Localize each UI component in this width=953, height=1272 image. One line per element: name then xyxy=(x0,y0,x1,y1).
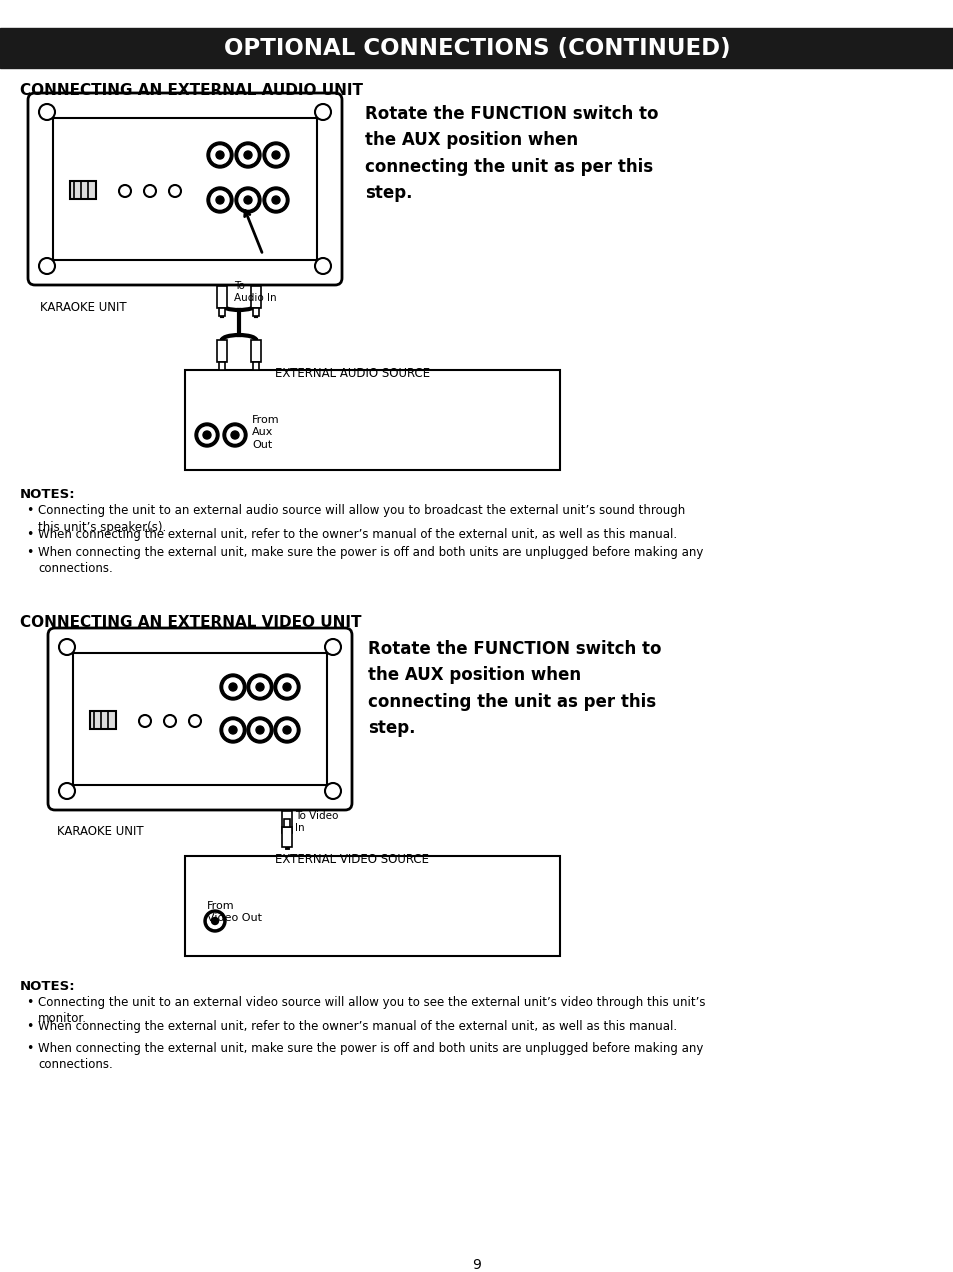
Circle shape xyxy=(234,142,261,168)
Bar xyxy=(253,363,258,370)
Circle shape xyxy=(207,142,233,168)
Text: •: • xyxy=(26,1020,33,1033)
Text: 9: 9 xyxy=(472,1258,481,1272)
Bar xyxy=(251,340,261,363)
Text: EXTERNAL VIDEO SOURCE: EXTERNAL VIDEO SOURCE xyxy=(274,854,429,866)
Circle shape xyxy=(251,678,269,696)
Text: Rotate the FUNCTION switch to
the AUX position when
connecting the unit as per t: Rotate the FUNCTION switch to the AUX po… xyxy=(368,640,660,738)
Circle shape xyxy=(272,196,280,204)
Circle shape xyxy=(203,431,211,439)
Circle shape xyxy=(274,674,299,700)
Text: •: • xyxy=(26,996,33,1009)
Circle shape xyxy=(234,187,261,212)
Text: To
Audio In: To Audio In xyxy=(233,281,276,303)
Bar xyxy=(219,308,225,315)
Text: When connecting the external unit, make sure the power is off and both units are: When connecting the external unit, make … xyxy=(38,546,702,575)
Text: •: • xyxy=(26,528,33,541)
Text: Connecting the unit to an external audio source will allow you to broadcast the : Connecting the unit to an external audio… xyxy=(38,504,684,533)
Text: NOTES:: NOTES: xyxy=(20,979,75,993)
Circle shape xyxy=(255,726,264,734)
Bar xyxy=(216,286,227,308)
Bar xyxy=(0,28,953,67)
Circle shape xyxy=(211,191,229,209)
Bar xyxy=(216,340,227,363)
Bar xyxy=(253,308,258,315)
FancyBboxPatch shape xyxy=(28,93,341,285)
Bar xyxy=(185,856,559,957)
Text: From
Video Out: From Video Out xyxy=(207,901,262,923)
Text: When connecting the external unit, make sure the power is off and both units are: When connecting the external unit, make … xyxy=(38,1042,702,1071)
Text: OPTIONAL CONNECTIONS (CONTINUED): OPTIONAL CONNECTIONS (CONTINUED) xyxy=(223,37,730,60)
Circle shape xyxy=(227,427,243,443)
Text: To Video
In: To Video In xyxy=(294,812,338,833)
Text: When connecting the external unit, refer to the owner’s manual of the external u: When connecting the external unit, refer… xyxy=(38,1020,677,1033)
Bar xyxy=(251,286,261,308)
Circle shape xyxy=(212,917,218,925)
Circle shape xyxy=(274,717,299,743)
Circle shape xyxy=(211,146,229,164)
Circle shape xyxy=(199,427,214,443)
Text: •: • xyxy=(26,1042,33,1054)
Bar xyxy=(282,827,292,847)
Circle shape xyxy=(194,424,219,446)
Bar xyxy=(284,819,290,827)
Circle shape xyxy=(224,678,242,696)
Circle shape xyxy=(207,187,233,212)
Circle shape xyxy=(283,683,291,691)
Circle shape xyxy=(267,191,285,209)
Circle shape xyxy=(229,726,236,734)
Bar xyxy=(284,833,290,841)
Circle shape xyxy=(283,726,291,734)
Text: •: • xyxy=(26,546,33,558)
Circle shape xyxy=(239,191,256,209)
Circle shape xyxy=(220,674,246,700)
Bar xyxy=(53,118,316,259)
Circle shape xyxy=(272,151,280,159)
Bar xyxy=(282,812,292,833)
Circle shape xyxy=(267,146,285,164)
Circle shape xyxy=(263,187,289,212)
Circle shape xyxy=(263,142,289,168)
Circle shape xyxy=(277,678,295,696)
Text: CONNECTING AN EXTERNAL AUDIO UNIT: CONNECTING AN EXTERNAL AUDIO UNIT xyxy=(20,83,363,98)
Text: NOTES:: NOTES: xyxy=(20,488,75,501)
Circle shape xyxy=(204,909,226,932)
Circle shape xyxy=(251,721,269,739)
Bar xyxy=(90,711,116,729)
Bar xyxy=(73,653,327,785)
Bar xyxy=(70,181,96,198)
Circle shape xyxy=(239,146,256,164)
Text: Connecting the unit to an external video source will allow you to see the extern: Connecting the unit to an external video… xyxy=(38,996,705,1025)
Text: From
Aux
Out: From Aux Out xyxy=(252,415,279,450)
Circle shape xyxy=(224,721,242,739)
Circle shape xyxy=(220,717,246,743)
Text: CONNECTING AN EXTERNAL VIDEO UNIT: CONNECTING AN EXTERNAL VIDEO UNIT xyxy=(20,614,361,630)
Circle shape xyxy=(229,683,236,691)
FancyBboxPatch shape xyxy=(48,628,352,810)
Circle shape xyxy=(247,674,273,700)
Text: •: • xyxy=(26,504,33,516)
Circle shape xyxy=(223,424,247,446)
Circle shape xyxy=(215,196,224,204)
Text: KARAOKE UNIT: KARAOKE UNIT xyxy=(40,301,127,314)
Circle shape xyxy=(244,196,252,204)
Text: EXTERNAL AUDIO SOURCE: EXTERNAL AUDIO SOURCE xyxy=(274,368,430,380)
Circle shape xyxy=(255,683,264,691)
Circle shape xyxy=(277,721,295,739)
Text: KARAOKE UNIT: KARAOKE UNIT xyxy=(57,826,144,838)
Circle shape xyxy=(244,151,252,159)
Text: Rotate the FUNCTION switch to
the AUX position when
connecting the unit as per t: Rotate the FUNCTION switch to the AUX po… xyxy=(365,106,658,202)
Circle shape xyxy=(215,151,224,159)
Circle shape xyxy=(231,431,239,439)
Circle shape xyxy=(208,913,222,929)
Bar xyxy=(185,370,559,469)
Text: When connecting the external unit, refer to the owner’s manual of the external u: When connecting the external unit, refer… xyxy=(38,528,677,541)
Circle shape xyxy=(247,717,273,743)
Bar xyxy=(219,363,225,370)
